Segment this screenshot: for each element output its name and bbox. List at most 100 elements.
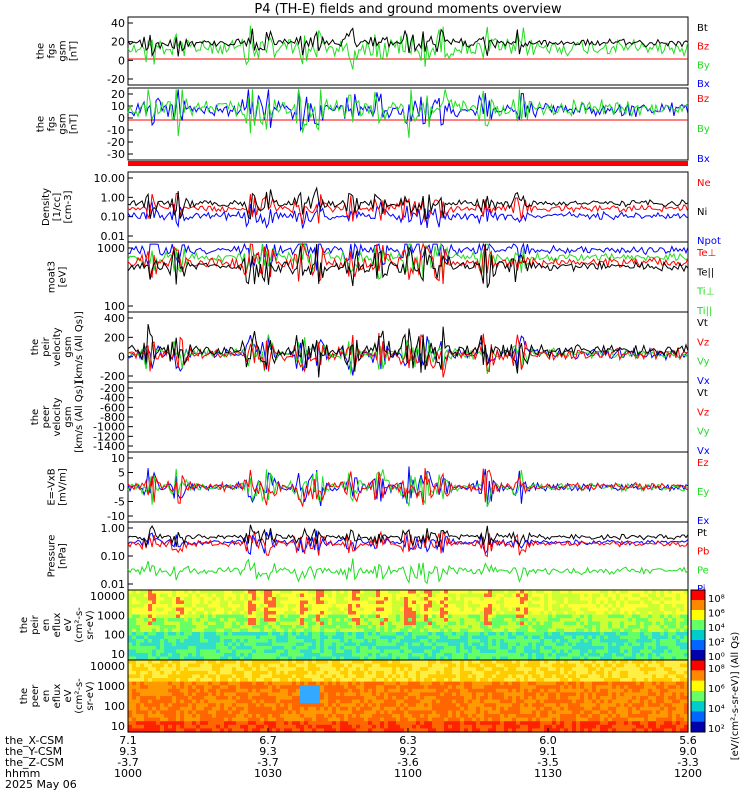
spectrogram-cell: [580, 653, 585, 658]
spectrogram-cell: [156, 660, 161, 665]
spectrogram-cell: [208, 660, 213, 665]
spectrogram-cell: [304, 681, 309, 686]
spectrogram-cell: [348, 611, 353, 616]
spectrogram-cell: [508, 663, 513, 668]
spectrogram-cell: [336, 653, 341, 658]
spectrogram-cell: [308, 703, 313, 708]
spectrogram-cell: [436, 611, 441, 616]
spectrogram-cell: [400, 628, 405, 633]
spectrogram-cell: [536, 590, 541, 595]
spectrogram-cell: [644, 611, 649, 616]
y-tick-label: 0: [118, 351, 125, 364]
spectrogram-cell: [208, 632, 213, 637]
spectrogram-cell: [356, 681, 361, 686]
spectrogram-cell: [180, 714, 185, 719]
spectrogram-cell: [228, 685, 233, 690]
spectrogram-cell: [252, 656, 257, 661]
spectrogram-cell: [600, 618, 605, 623]
spectrogram-cell: [288, 600, 293, 605]
spectrogram-cell: [396, 646, 401, 651]
spectrogram-cell: [452, 710, 457, 715]
spectrogram-cell: [624, 642, 629, 647]
spectrogram-cell: [136, 670, 141, 675]
spectrogram-cell: [208, 710, 213, 715]
spectrogram-cell: [380, 590, 385, 595]
spectrogram-cell: [384, 600, 389, 605]
spectrogram-cell: [364, 721, 369, 726]
spectrogram-cell: [460, 706, 465, 711]
y-axis-label: velocity: [52, 327, 63, 366]
spectrogram-cell: [320, 706, 325, 711]
spectrogram-cell: [456, 710, 461, 715]
spectrogram-cell: [480, 688, 485, 693]
spectrogram-cell: [336, 728, 341, 733]
spectrogram-cell: [508, 717, 513, 722]
spectrogram-cell: [304, 724, 309, 729]
spectrogram-cell: [172, 688, 177, 693]
spectrogram-cell: [152, 685, 157, 690]
legend-entry: Bz: [697, 94, 709, 105]
spectrogram-cell: [424, 699, 429, 704]
spectrogram-cell: [512, 660, 517, 665]
spectrogram-cell: [224, 632, 229, 637]
y-tick-label: 20: [111, 88, 125, 101]
spectrogram-cell: [632, 607, 637, 612]
spectrogram-cell: [220, 688, 225, 693]
spectrogram-cell: [152, 681, 157, 686]
spectrogram-cell: [364, 714, 369, 719]
spectrogram-cell: [204, 646, 209, 651]
spectrogram-cell: [356, 600, 361, 605]
spectrogram-cell: [132, 649, 137, 654]
spectrogram-cell: [220, 714, 225, 719]
spectrogram-cell: [572, 639, 577, 644]
spectrogram-cell: [352, 717, 357, 722]
spectrogram-cell: [240, 721, 245, 726]
spectrogram-cell: [208, 607, 213, 612]
spectrogram-cell: [376, 639, 381, 644]
spectrogram-cell: [408, 625, 413, 630]
spectrogram-cell: [376, 625, 381, 630]
spectrogram-cell: [652, 653, 657, 658]
spectrogram-cell: [224, 660, 229, 665]
spectrogram-cell: [212, 678, 217, 683]
spectrogram-cell: [272, 618, 277, 623]
spectrogram-cell: [384, 674, 389, 679]
spectrogram-cell: [272, 703, 277, 708]
spectrogram-cell: [208, 618, 213, 623]
spectrogram-cell: [208, 621, 213, 626]
spectrogram-cell: [412, 649, 417, 654]
spectrogram-cell: [400, 714, 405, 719]
spectrogram-cell: [436, 714, 441, 719]
spectrogram-cell: [488, 646, 493, 651]
spectrogram-cell: [428, 728, 433, 733]
spectrogram-cell: [240, 611, 245, 616]
spectrogram-cell: [240, 656, 245, 661]
spectrogram-cell: [212, 611, 217, 616]
spectrogram-cell: [280, 614, 285, 619]
spectrogram-cell: [652, 635, 657, 640]
spectrogram-cell: [232, 646, 237, 651]
spectrogram-cell: [504, 728, 509, 733]
spectrogram-cell: [216, 611, 221, 616]
spectrogram-cell: [300, 681, 305, 686]
spectrogram-cell: [240, 663, 245, 668]
spectrogram-cell: [520, 649, 525, 654]
spectrogram-cell: [616, 597, 621, 602]
spectrogram-cell: [264, 642, 269, 647]
spectrogram-cell: [628, 614, 633, 619]
spectrogram-cell: [448, 703, 453, 708]
spectrogram-cell: [648, 656, 653, 661]
spectrogram-cell: [336, 696, 341, 701]
spectrogram-cell: [260, 646, 265, 651]
spectrogram-cell: [644, 639, 649, 644]
spectrogram-cell: [224, 674, 229, 679]
spectrogram-cell: [368, 685, 373, 690]
spectrogram-cell: [648, 607, 653, 612]
spectrogram-cell: [504, 667, 509, 672]
spectrogram-cell: [588, 597, 593, 602]
spectrogram-cell: [636, 604, 641, 609]
spectrogram-cell: [212, 681, 217, 686]
spectrogram-cell: [160, 674, 165, 679]
spectrogram-cell: [552, 590, 557, 595]
spectrogram-cell: [392, 663, 397, 668]
